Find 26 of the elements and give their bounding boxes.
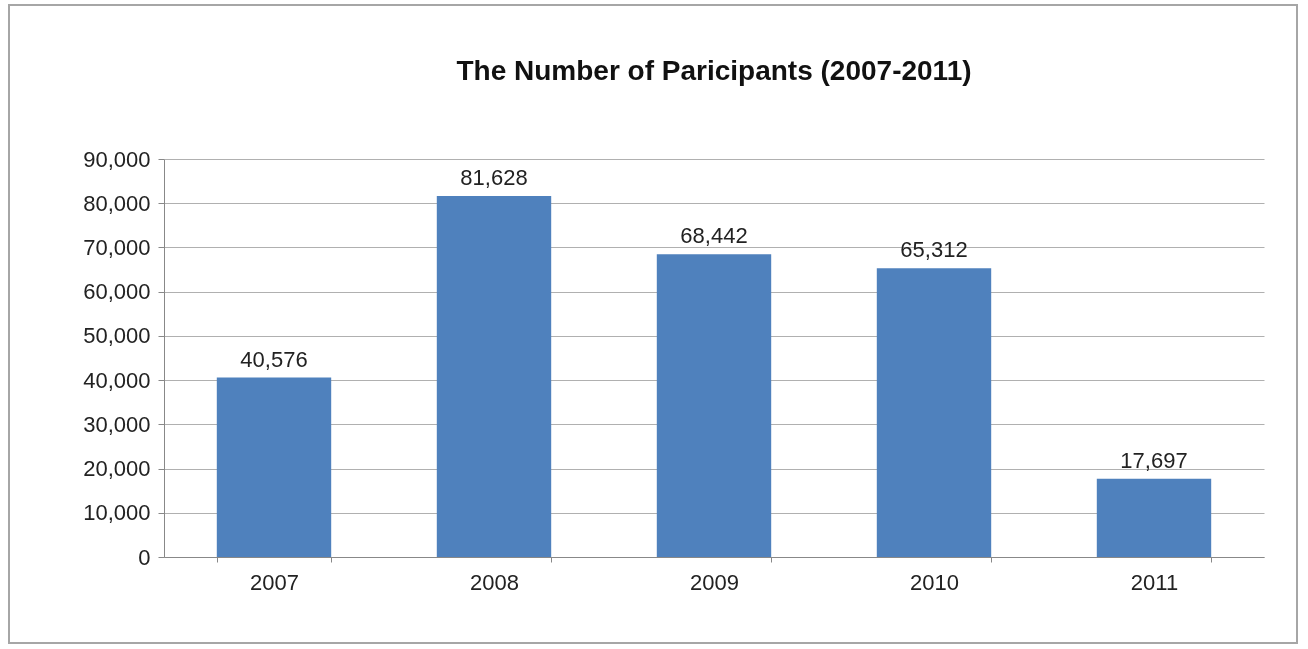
y-tick-label: 50,000 <box>83 323 151 349</box>
x-tick-label: 2011 <box>1130 569 1179 595</box>
y-tick-label: 80,000 <box>83 190 151 216</box>
y-tick-label: 30,000 <box>83 411 151 437</box>
y-tick-label: 90,000 <box>83 146 151 172</box>
y-tick-label: 0 <box>138 544 151 570</box>
x-tick-label: 2010 <box>910 569 959 595</box>
y-tick-label: 60,000 <box>83 279 151 305</box>
x-tick-label: 2007 <box>250 569 299 595</box>
bar <box>876 268 992 557</box>
data-label: 68,442 <box>680 223 748 249</box>
data-label: 17,697 <box>1120 447 1188 473</box>
x-tick-label: 2009 <box>690 569 739 595</box>
y-tick-label: 40,000 <box>83 367 151 393</box>
data-label: 65,312 <box>900 237 968 263</box>
bar <box>1096 478 1212 557</box>
bar <box>216 377 332 557</box>
y-tick-label: 20,000 <box>83 456 151 482</box>
x-tick-label: 2008 <box>470 569 519 595</box>
y-tick-label: 70,000 <box>83 234 151 260</box>
data-label: 81,628 <box>460 165 528 191</box>
y-tick-label: 10,000 <box>83 500 151 526</box>
bar <box>436 196 552 557</box>
data-label: 40,576 <box>240 346 308 372</box>
chart-title: The Number of Paricipants (2007-2011) <box>456 55 972 86</box>
bar <box>656 254 772 557</box>
